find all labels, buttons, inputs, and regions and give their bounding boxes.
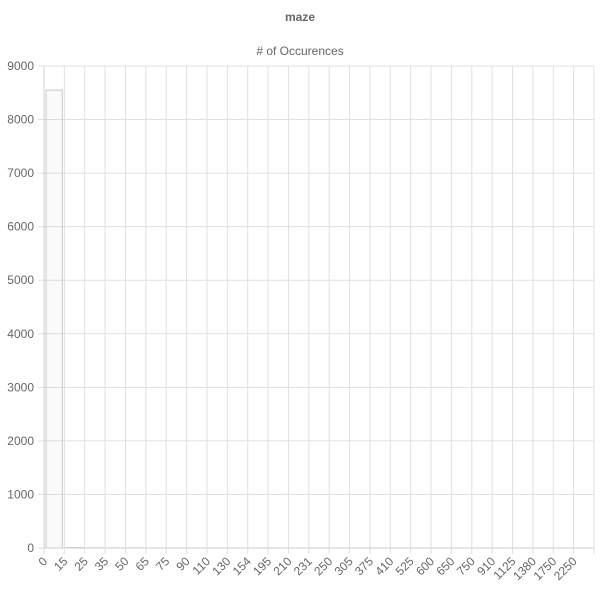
x-tick-label: 195 [250, 554, 274, 578]
legend-label: # of Occurences [256, 44, 344, 58]
x-tick-label: 750 [454, 554, 478, 578]
grid-layer [38, 65, 595, 554]
x-tick-label: 2250 [551, 554, 580, 583]
x-tick-label: 250 [311, 554, 335, 578]
y-tick-label: 7000 [7, 166, 34, 180]
x-tick-label: 525 [393, 554, 417, 578]
y-tick-label: 0 [27, 541, 34, 555]
x-tick-label: 410 [372, 554, 396, 578]
x-tick-label: 65 [133, 554, 153, 574]
y-tick-label: 5000 [7, 273, 34, 287]
x-tick-label: 90 [173, 554, 193, 574]
x-tick-label: 650 [433, 554, 457, 578]
bar[interactable] [45, 89, 63, 549]
y-tick-label: 1000 [7, 487, 34, 501]
x-tick-label: 35 [92, 554, 112, 574]
chart-title: maze [284, 10, 316, 24]
bars-layer [45, 89, 593, 549]
x-tick-label: 210 [271, 554, 295, 578]
x-tick-label: 110 [190, 554, 214, 578]
x-tick-label: 130 [209, 554, 233, 578]
x-tick-label: 15 [51, 554, 71, 574]
y-tick-label: 2000 [7, 434, 34, 448]
y-tick-label: 9000 [7, 59, 34, 73]
x-tick-label: 600 [413, 554, 437, 578]
x-tick-label: 231 [291, 554, 315, 578]
y-tick-label: 4000 [7, 327, 34, 341]
x-tick-label: 305 [332, 554, 356, 578]
x-tick-label: 50 [112, 554, 132, 574]
x-tick-label: 0 [35, 554, 50, 569]
y-tick-label: 8000 [7, 113, 34, 127]
y-tick-label: 6000 [7, 220, 34, 234]
y-tick-label: 3000 [7, 380, 34, 394]
x-tick-label: 75 [153, 554, 173, 574]
x-tick-label: 154 [230, 554, 254, 578]
x-tick-label: 25 [72, 554, 92, 574]
x-tick-label: 375 [352, 554, 376, 578]
